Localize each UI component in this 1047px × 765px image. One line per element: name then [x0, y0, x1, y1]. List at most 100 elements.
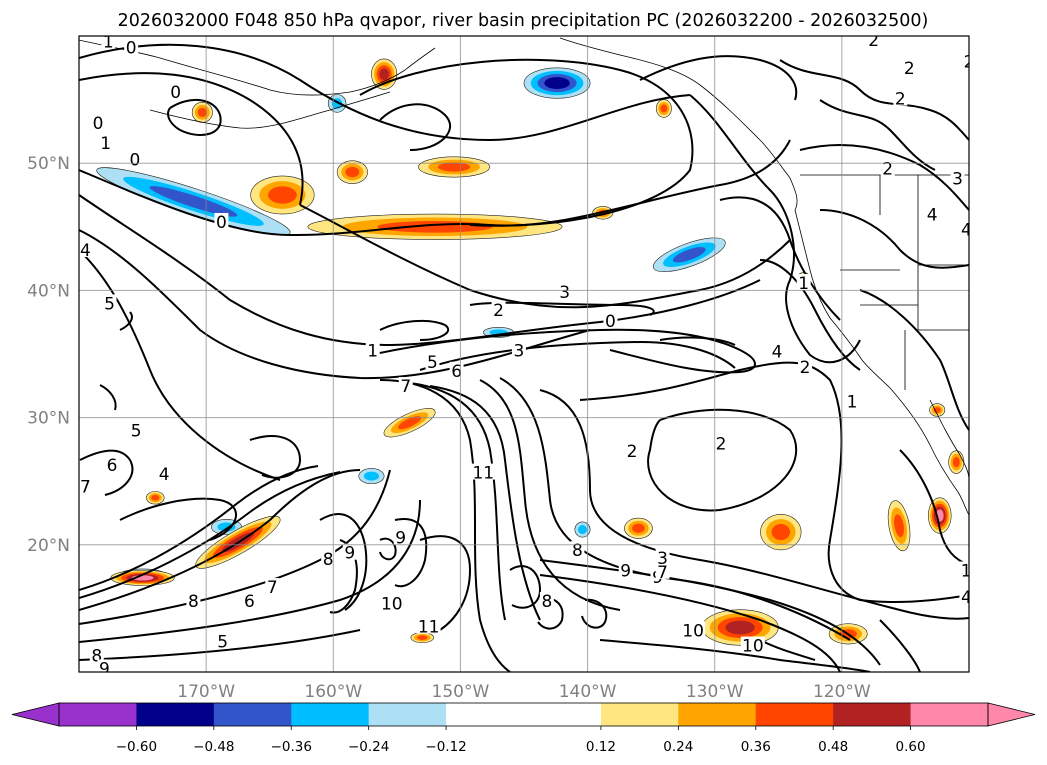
- colorbar-bin: [833, 703, 912, 726]
- contour-label: 7: [657, 563, 668, 583]
- contour-label-bg: [902, 59, 917, 76]
- contour-label-bg: [129, 421, 144, 438]
- colorbar-tick-label: −0.12: [425, 739, 466, 755]
- contour-label: 4: [927, 205, 938, 225]
- qvapor-contour: [249, 435, 302, 479]
- contour-label: 11: [472, 464, 494, 484]
- qvapor-contour: [79, 469, 391, 625]
- contour-label-bg: [845, 392, 860, 409]
- contour-label-bg: [321, 550, 336, 567]
- contour-label: 8: [188, 592, 199, 612]
- contour-label-bg: [471, 463, 496, 480]
- contour-label: 0: [605, 312, 616, 332]
- contour-label: 2: [868, 31, 879, 51]
- contour-label: 9: [395, 528, 406, 548]
- contour-label: 7: [400, 377, 411, 397]
- contour-label-bg: [893, 89, 908, 106]
- qvapor-contour: [419, 340, 736, 371]
- qvapor-contour: [779, 59, 969, 141]
- qvapor-contour: [539, 574, 841, 672]
- contour-label: 3: [657, 549, 668, 569]
- gridlines: [79, 36, 969, 672]
- contour-label-bg: [425, 352, 440, 369]
- contour-label-bg: [962, 52, 969, 69]
- us-west-coastline: [794, 209, 891, 389]
- colorbar-bin: [755, 703, 834, 726]
- contour-label-bg: [101, 36, 116, 49]
- shade-level-3: [894, 514, 905, 538]
- contour-label: 4: [80, 241, 91, 261]
- longitude-tick-label: 120°W: [813, 682, 871, 702]
- contour-label-bg: [866, 36, 881, 48]
- contour-labels: 1000100455647856789111289910111115672330…: [79, 31, 983, 672]
- latitude-tick-labels: 50°N 40°N 30°N 20°N: [27, 154, 70, 556]
- map-area: 1000100455647856789111289910111115672330…: [78, 31, 983, 673]
- contour-label-bg: [379, 594, 404, 611]
- shade-level-3: [952, 456, 960, 468]
- contour-label-bg: [127, 150, 142, 167]
- contour-label-bg: [959, 561, 969, 578]
- contour-label: 5: [427, 353, 438, 373]
- contour-label-bg: [557, 282, 572, 299]
- colorbar-tick-label: 0.12: [586, 739, 616, 755]
- contour-label: 7: [267, 578, 278, 598]
- contour-label: 10: [961, 562, 983, 582]
- contour-label: 2: [800, 358, 811, 378]
- precip-pc-negative-region: [574, 521, 591, 538]
- qvapor-contour: [379, 319, 450, 341]
- latitude-tick-label: 40°N: [27, 281, 70, 301]
- qvapor-contour: [379, 103, 452, 151]
- shade-level-3: [632, 523, 645, 533]
- contour-label: 11: [418, 617, 440, 637]
- contour-label: 0: [216, 213, 227, 233]
- colorbar-under-arrow: [11, 702, 60, 727]
- precip-pc-positive-region: [418, 156, 490, 178]
- contour-label-bg: [959, 588, 969, 605]
- contour-label: 8: [572, 541, 583, 561]
- contour-label-bg: [655, 548, 670, 565]
- contour-label: 2: [493, 301, 504, 321]
- qvapor-contour: [639, 55, 798, 101]
- precip-pc-positive-region: [701, 609, 779, 646]
- contour-label: 3: [514, 341, 525, 361]
- shade-level-3: [377, 221, 493, 233]
- plot-title: 2026032000 F048 850 hPa qvapor, river ba…: [118, 11, 929, 31]
- latitude-tick-label: 30°N: [27, 409, 70, 429]
- colorbar-tick-label: −0.24: [348, 739, 389, 755]
- shade-level-2: [577, 525, 587, 535]
- precip-pc-negative-region: [96, 167, 291, 236]
- contour-label: 2: [964, 53, 975, 73]
- contour-label: 4: [159, 465, 170, 485]
- aleutians-coastline: [149, 91, 391, 129]
- qvapor-contour: [879, 619, 921, 672]
- shade-level-3: [197, 107, 207, 117]
- contour-label-bg: [681, 621, 706, 638]
- shade-level-3: [417, 635, 428, 640]
- colorbar-tick-label: −0.48: [193, 739, 234, 755]
- contour-label: 10: [682, 621, 704, 641]
- contour-label-bg: [124, 38, 139, 55]
- contour-label-bg: [105, 455, 120, 472]
- contour-label: 2: [627, 442, 638, 462]
- contour-label-bg: [215, 632, 230, 649]
- shade-level-3: [149, 186, 238, 217]
- colorbar-tick-label: 0.48: [818, 739, 848, 755]
- precip-pc-positive-region: [655, 99, 672, 118]
- contour-label: 1: [103, 32, 114, 52]
- qvapor-contour: [394, 518, 428, 588]
- contour-label: 5: [217, 633, 228, 653]
- contour-label-bg: [740, 636, 765, 653]
- qvapor-contour: [819, 209, 969, 269]
- qvapor-contour: [379, 537, 397, 561]
- contour-label: 6: [244, 592, 255, 612]
- shade-level-4: [379, 68, 390, 81]
- qvapor-contour: [499, 377, 851, 641]
- contour-label-bg: [770, 342, 785, 359]
- contour-label-bg: [796, 274, 811, 291]
- contour-label: 2: [904, 59, 915, 79]
- alaska-coastline: [79, 37, 761, 141]
- contour-label-bg: [925, 205, 940, 222]
- contour-label-bg: [625, 441, 640, 458]
- colorbar-tick-label: −0.36: [271, 739, 312, 755]
- shade-level-2: [363, 471, 379, 481]
